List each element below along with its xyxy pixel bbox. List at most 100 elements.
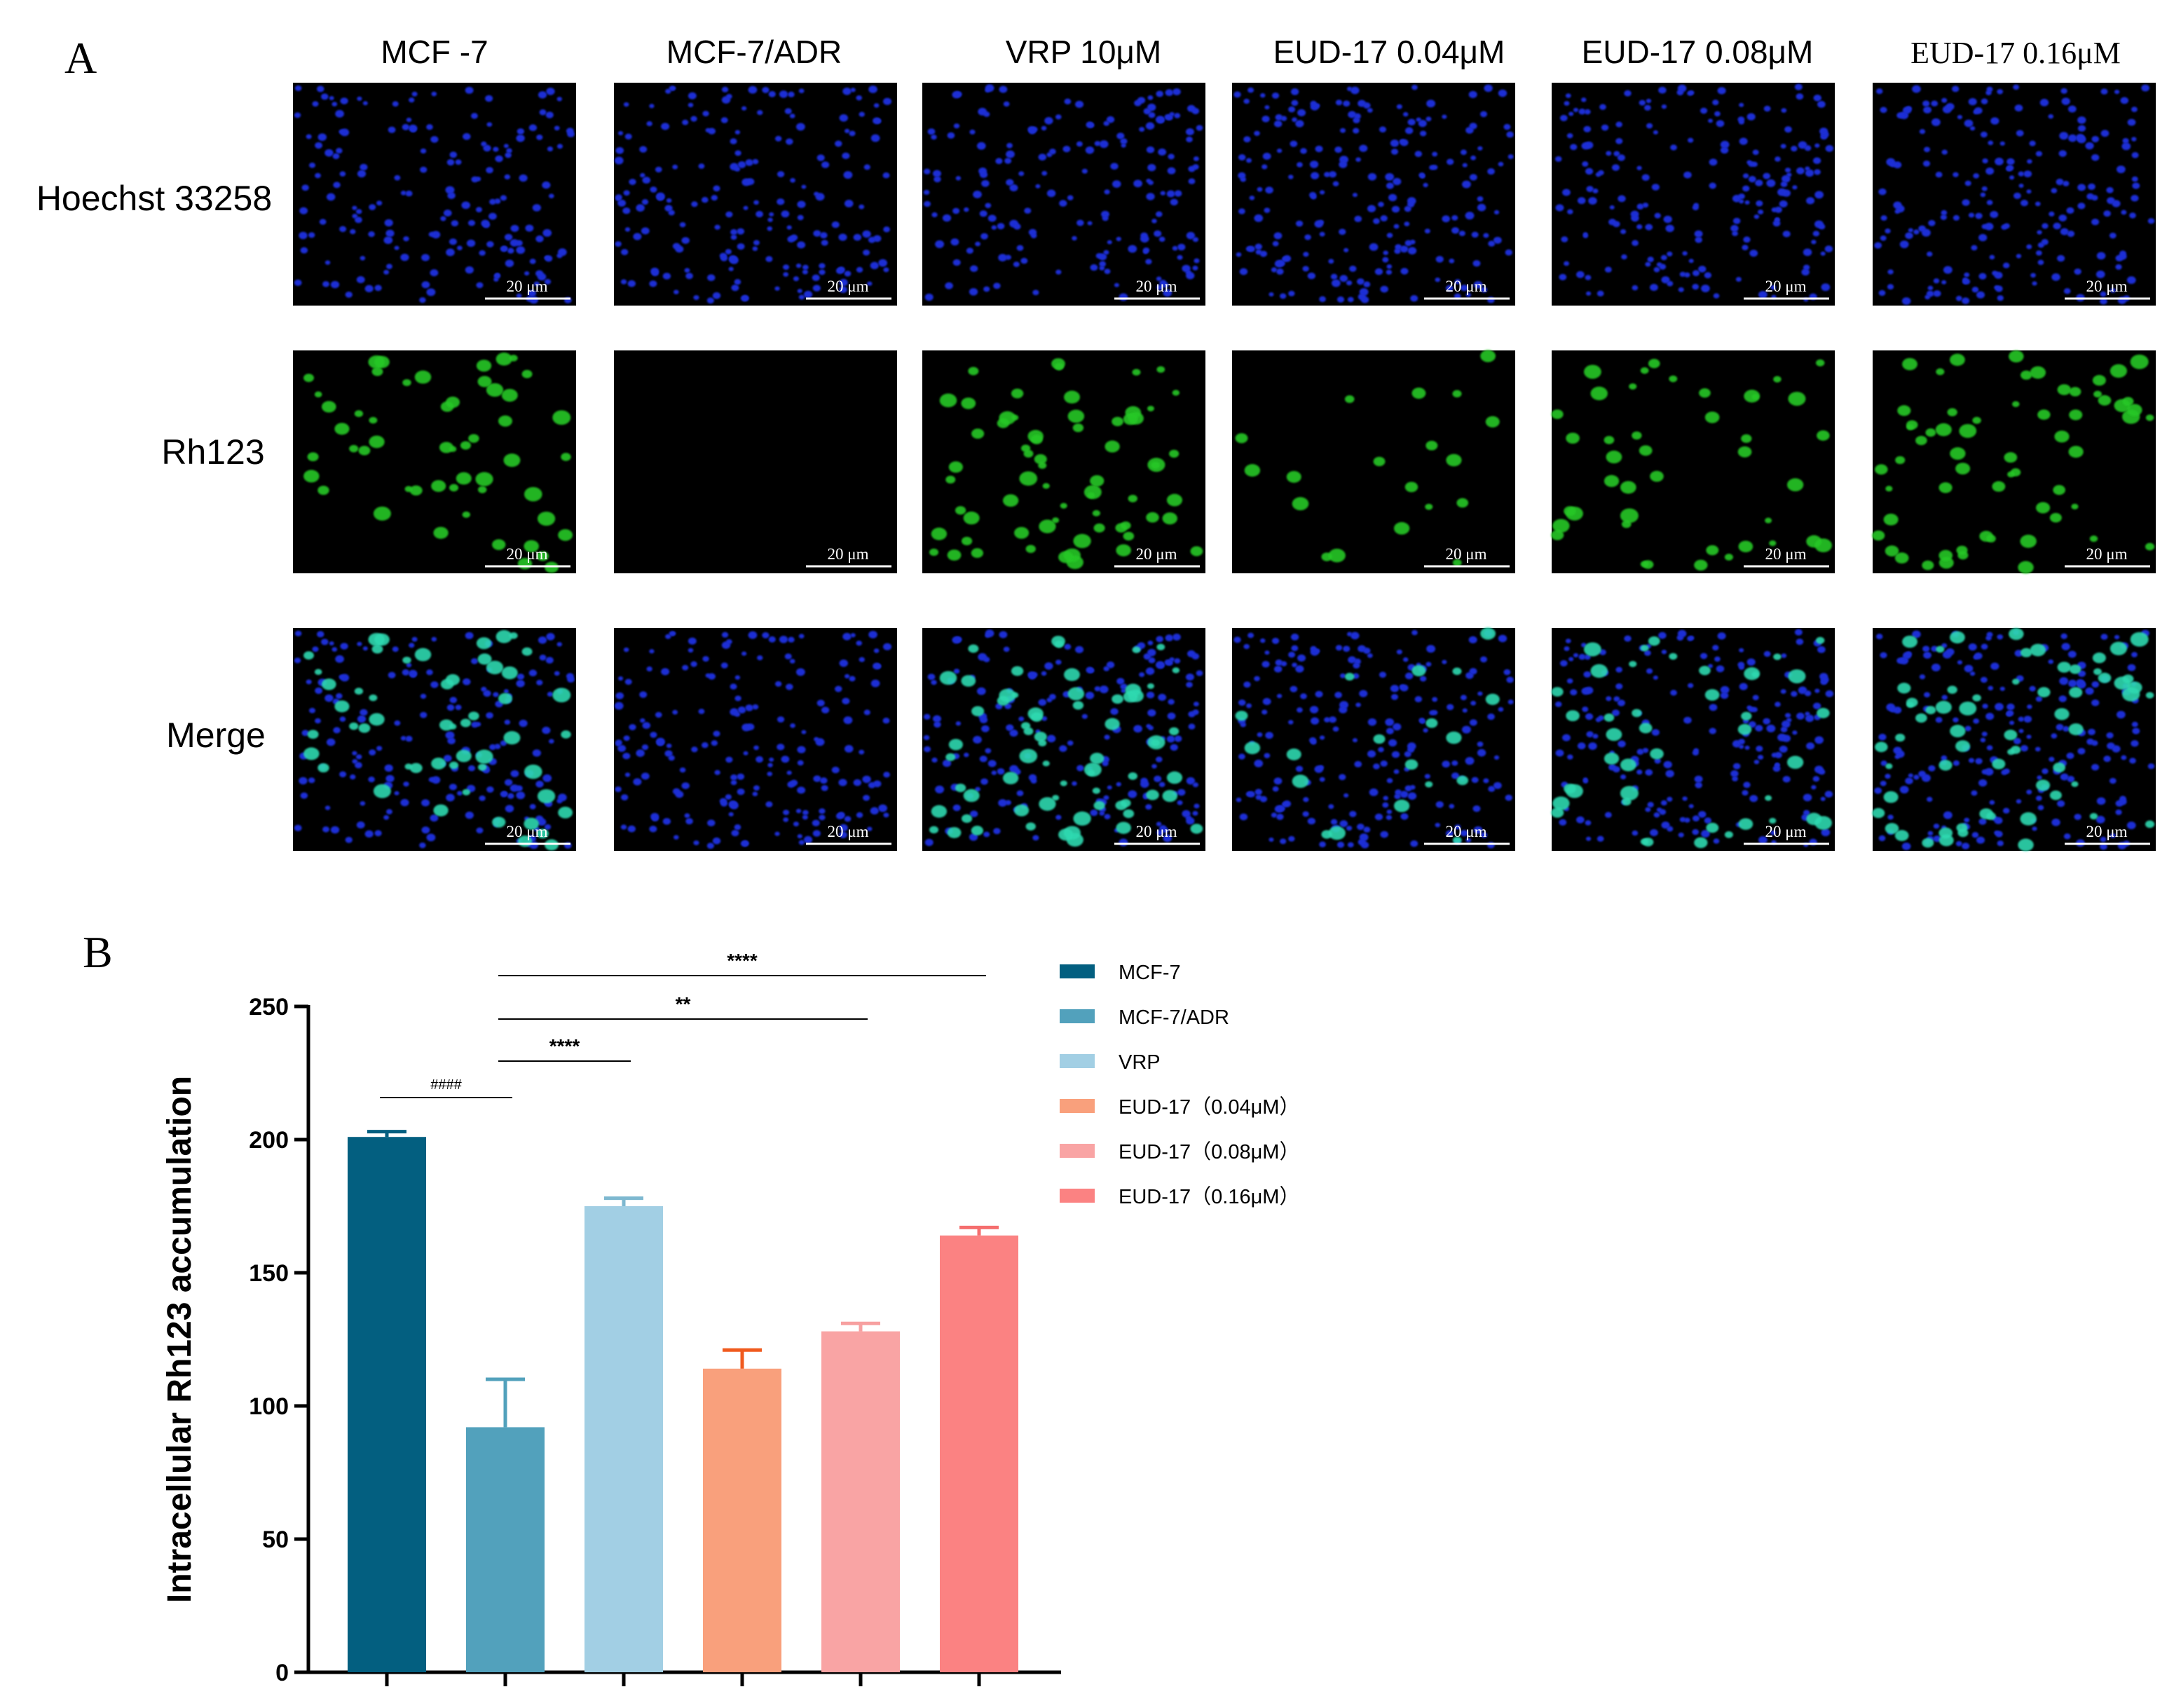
nucleus [721, 96, 731, 104]
nucleus [868, 631, 877, 638]
nucleus [1611, 709, 1620, 716]
nucleus [2096, 797, 2106, 805]
nucleus [428, 777, 435, 782]
nucleus [1665, 770, 1674, 778]
nucleus [1981, 643, 1988, 650]
nucleus [1094, 141, 1101, 146]
rh123-cell [414, 370, 432, 384]
nucleus [1194, 803, 1200, 809]
nucleus [753, 745, 759, 751]
nucleus [795, 123, 805, 131]
nucleus [374, 285, 382, 292]
nucleus [757, 110, 763, 116]
nucleus [2032, 281, 2037, 286]
scale-bar-label: 20 μm [1765, 545, 1807, 563]
nucleus [1262, 152, 1271, 160]
nucleus [486, 167, 493, 174]
nucleus [1188, 165, 1196, 172]
nucleus [1940, 214, 1947, 220]
rh123-cell [1895, 456, 1906, 465]
nucleus [1174, 190, 1182, 197]
nucleus [1908, 773, 1913, 778]
nucleus [1880, 760, 1887, 766]
rh123-cell [1640, 838, 1649, 845]
nucleus [1749, 795, 1758, 802]
nucleus [1354, 658, 1361, 665]
nucleus [737, 706, 746, 713]
nucleus [1280, 661, 1287, 667]
nucleus [501, 791, 508, 797]
nucleus [730, 774, 738, 781]
rh123-cell [1915, 713, 1927, 723]
nucleus [729, 256, 739, 264]
nucleus [1786, 172, 1792, 177]
nucleus [447, 192, 456, 199]
nucleus [1646, 123, 1653, 129]
rh123-cell [501, 388, 518, 402]
nucleus [1792, 185, 1798, 190]
rh123-cell [1162, 790, 1177, 802]
nucleus [1414, 151, 1423, 158]
nucleus [873, 117, 881, 125]
nucleus [979, 210, 987, 217]
y-tick-label: 100 [249, 1393, 289, 1420]
nucleus [1980, 131, 1988, 138]
nucleus [411, 636, 418, 642]
rh123-cell [439, 719, 453, 731]
rh123-cell [2054, 708, 2070, 720]
nucleus [1469, 123, 1477, 130]
nucleus [1391, 751, 1400, 758]
nucleus [952, 259, 961, 266]
nucleus [1297, 654, 1306, 662]
rh123-cell [1583, 364, 1601, 379]
rh123-cell [1986, 812, 1996, 820]
nucleus [1386, 778, 1393, 784]
nucleus [1779, 200, 1788, 208]
nucleus [1462, 708, 1468, 713]
nucleus [1770, 285, 1776, 290]
nucleus [519, 174, 528, 182]
nucleus [1110, 163, 1119, 170]
rh123-cell [1292, 497, 1309, 511]
rh123-cell [1169, 727, 1180, 736]
nucleus [863, 250, 870, 256]
nucleus [1878, 733, 1887, 741]
nucleus [1151, 764, 1157, 769]
column-header: EUD-17 0.08μM [1582, 34, 1814, 70]
nucleus [528, 124, 538, 132]
nucleus [2060, 773, 2069, 781]
nucleus [1265, 186, 1273, 194]
nucleus [730, 138, 737, 144]
nucleus [1688, 137, 1694, 143]
nucleus [1354, 215, 1362, 222]
nucleus [2039, 99, 2049, 107]
nucleus [1158, 781, 1165, 788]
nucleus [1347, 296, 1354, 303]
rh123-cell [1648, 636, 1660, 646]
rh123-cell [1067, 687, 1085, 701]
nucleus [1820, 796, 1826, 801]
nucleus [661, 668, 670, 676]
nucleus [953, 123, 960, 129]
nucleus [1964, 119, 1974, 128]
nucleus [494, 198, 501, 204]
nucleus [1154, 230, 1162, 238]
rh123-cell [2018, 838, 2034, 852]
rh123-cell [2069, 687, 2083, 698]
nucleus [501, 246, 508, 252]
nucleus [2132, 182, 2140, 189]
nucleus [1059, 200, 1067, 207]
rh123-cell [1105, 440, 1120, 453]
rh123-cell [1902, 357, 1917, 371]
nucleus [797, 214, 804, 221]
nucleus [1739, 199, 1744, 204]
nucleus [1262, 116, 1270, 123]
nucleus [1817, 100, 1826, 108]
nucleus [1632, 240, 1639, 246]
nucleus [1811, 240, 1817, 245]
rh123-cell [1650, 470, 1664, 482]
panel-a-letter: A [64, 33, 97, 83]
nucleus [1404, 205, 1411, 212]
rh123-cell [2098, 395, 2112, 406]
nucleus [1613, 151, 1620, 157]
